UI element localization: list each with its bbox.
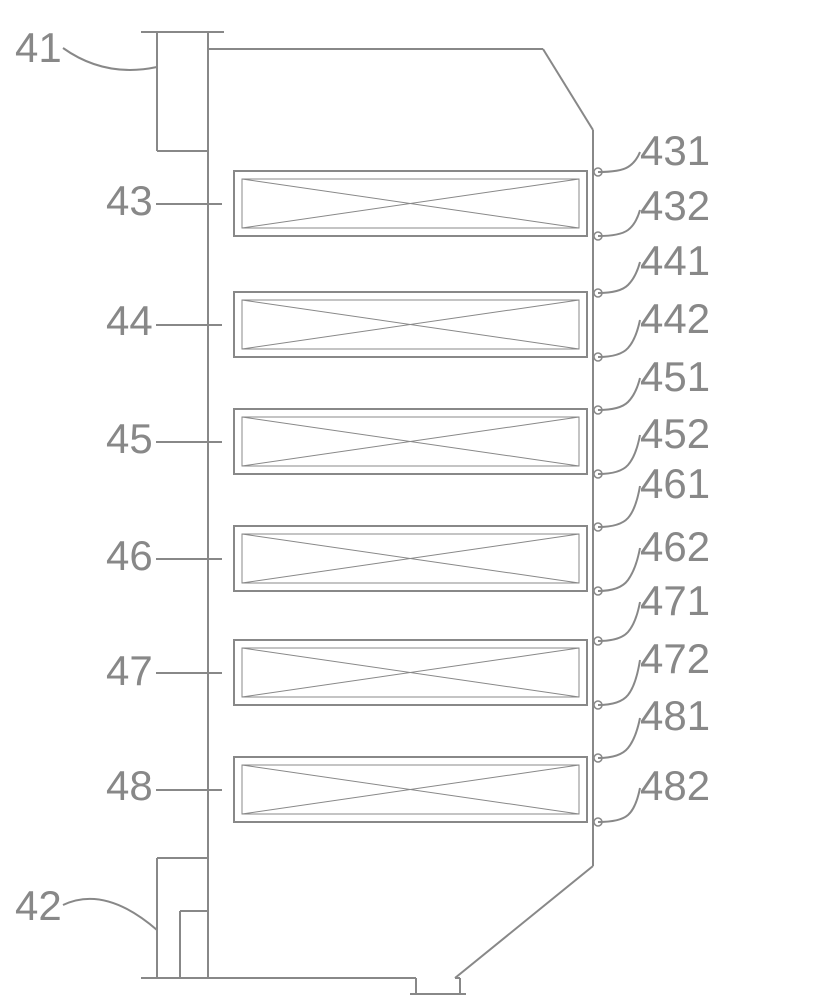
leader-441 — [598, 262, 640, 293]
label-462: 462 — [640, 523, 710, 570]
label-451: 451 — [640, 353, 710, 400]
label-47: 47 — [106, 647, 153, 694]
body-top-diag — [543, 49, 593, 130]
leader-41 — [63, 48, 157, 70]
label-45: 45 — [106, 415, 153, 462]
label-431: 431 — [640, 127, 710, 174]
label-482: 482 — [640, 762, 710, 809]
leader-452 — [598, 435, 640, 474]
leader-481 — [598, 718, 640, 758]
leader-462 — [598, 548, 640, 591]
diagram-canvas: 41 43 44 45 46 47 48 42 431 432 441 442 451 452461 462… — [0, 0, 824, 1000]
label-452: 452 — [640, 410, 710, 457]
leader-482 — [598, 788, 640, 822]
leader-432 — [598, 210, 640, 236]
leader-42 — [63, 899, 157, 930]
label-461: 461 — [640, 460, 710, 507]
label-43: 43 — [106, 177, 153, 224]
leader-461 — [598, 486, 640, 527]
label-41: 41 — [15, 24, 62, 71]
label-48: 48 — [106, 762, 153, 809]
leader-471 — [598, 602, 640, 641]
label-44: 44 — [106, 297, 153, 344]
label-472: 472 — [640, 635, 710, 682]
leader-472 — [598, 660, 640, 705]
label-471: 471 — [640, 577, 710, 624]
leader-431 — [598, 152, 640, 172]
body-bot-diag — [455, 866, 593, 978]
leader-451 — [598, 378, 640, 410]
label-481: 481 — [640, 692, 710, 739]
label-432: 432 — [640, 182, 710, 229]
leader-442 — [598, 320, 640, 357]
label-441: 441 — [640, 237, 710, 284]
label-46: 46 — [106, 532, 153, 579]
label-42: 42 — [15, 882, 62, 929]
label-442: 442 — [640, 295, 710, 342]
